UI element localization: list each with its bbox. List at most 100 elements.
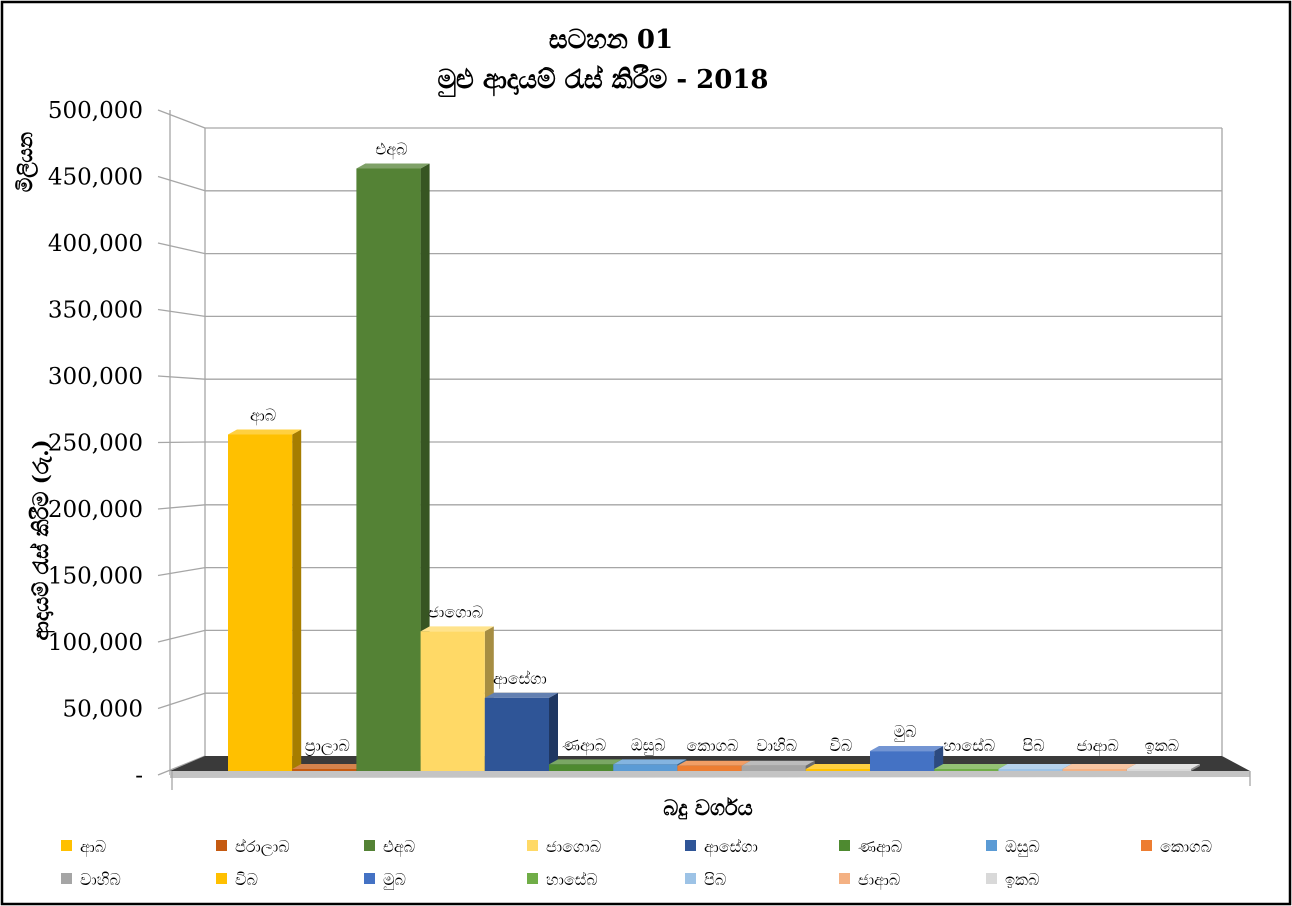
legend-item: ආබ <box>61 837 106 857</box>
legend-marker <box>61 840 72 851</box>
bar-12-top <box>934 764 1008 769</box>
bar-6-front <box>549 764 614 771</box>
legend-label: ජාගොබ <box>546 837 601 856</box>
bar-9-front <box>741 765 806 771</box>
bar-13 <box>998 764 1072 771</box>
legend-item: ඔසුබ <box>986 837 1040 857</box>
legend-label: ආසේගා <box>704 837 758 857</box>
y-axis-title: ආදායම් රැස් කිරීම (රු.) <box>28 439 55 640</box>
y-tick-label: 350,000 <box>48 298 143 324</box>
bar-11-front <box>870 751 935 771</box>
bar-5 <box>484 692 558 771</box>
legend-marker <box>216 873 227 884</box>
data-label: විබ <box>829 736 852 755</box>
side-wall-gridline <box>157 629 206 643</box>
data-label: වාහිබ <box>756 736 797 755</box>
bar-11-side <box>934 746 944 771</box>
legend-marker <box>839 840 850 851</box>
y-tick-label: 150,000 <box>48 564 143 590</box>
y-tick-label: 200,000 <box>48 497 143 523</box>
data-label: ඔසුබ <box>631 735 666 755</box>
floor-front <box>170 771 1250 778</box>
legend-item: ඉකබ <box>986 870 1039 889</box>
side-wall-gridline <box>157 375 206 380</box>
legend-marker <box>685 840 696 851</box>
bar-1 <box>228 429 302 771</box>
bar-1-top <box>228 429 302 435</box>
side-wall-gridline <box>157 308 206 318</box>
bar-3-side <box>420 163 430 771</box>
bar-11 <box>870 746 944 771</box>
data-label: එඅබ <box>375 140 407 160</box>
data-label: කොගබ <box>686 736 738 755</box>
bar-8-front <box>677 765 742 771</box>
y-tick-label: 50,000 <box>63 697 143 723</box>
y-tick-label: 300,000 <box>48 364 143 390</box>
side-wall-gridline <box>157 692 206 710</box>
data-label: ආබ <box>250 406 276 426</box>
legend-marker <box>61 873 72 884</box>
bar-10 <box>805 764 879 771</box>
bar-10-front <box>805 769 870 771</box>
legend-item: ජාආබ <box>839 870 900 890</box>
legend-marker <box>527 840 538 851</box>
legend-item: විබ <box>216 870 258 889</box>
bar-2 <box>292 764 366 771</box>
bar-3-front <box>356 168 421 771</box>
bar-1-side <box>292 429 302 771</box>
legend-item: ණආබ <box>839 837 902 857</box>
bar-5-front <box>484 697 549 771</box>
bar-9-top <box>741 760 815 766</box>
bar-7 <box>613 759 687 771</box>
side-wall-gridline <box>157 441 206 444</box>
side-wall-gridline <box>157 242 206 255</box>
legend-label: ආබ <box>80 837 106 857</box>
legend-marker <box>986 840 997 851</box>
data-label: ප්‍රාලාබ <box>305 736 350 756</box>
bar-12-front <box>934 769 999 771</box>
bar-1-front <box>228 434 293 771</box>
bar-5-top <box>484 692 558 698</box>
legend-item: කොගබ <box>1141 837 1212 856</box>
data-label: ජාආබ <box>1077 736 1119 756</box>
bar-4-front <box>420 631 485 771</box>
bar-7-front <box>613 764 678 771</box>
legend-marker <box>839 873 850 884</box>
bar-14-front <box>1062 769 1127 771</box>
data-label: ජාගොබ <box>428 602 483 621</box>
legend-label: වාහිබ <box>80 870 121 889</box>
bars <box>228 163 1200 771</box>
bar-15-front <box>1126 769 1191 771</box>
legend-label: කොගබ <box>1160 837 1212 856</box>
legend-label: ඉකබ <box>1005 870 1039 889</box>
data-label: ණආබ <box>562 735 606 755</box>
bar-6-top <box>549 759 623 765</box>
data-label: මුබ <box>894 722 917 742</box>
bar-4 <box>420 626 494 771</box>
legend-item: ජාගොබ <box>527 837 601 856</box>
legend-item: ආසේගා <box>685 837 758 857</box>
side-wall-gridline <box>157 175 206 192</box>
legend-item: හාසේබ <box>527 870 598 889</box>
data-label: හාසේබ <box>943 736 995 755</box>
bar-2-front <box>292 769 357 771</box>
bar-7-top <box>613 759 687 765</box>
legend-item: වාහිබ <box>61 870 121 889</box>
bar-8-top <box>677 760 751 766</box>
data-labels: ආබ ප්‍රාලාබ එඅබ ජාගොබ ආසේගා ණආබ ඔසුබ කොගබ වාහිබ ව… <box>250 140 1179 757</box>
side-wall-gridline <box>157 755 206 776</box>
y-tick-label: 500,000 <box>48 98 143 124</box>
legend-label: පිබ <box>704 870 726 889</box>
side-wall-gridline <box>157 109 206 129</box>
legend-marker <box>364 840 375 851</box>
chart-subtitle: මුළු ආදායම් රැස් කිරීම - 2018 <box>437 64 768 97</box>
bar-14-top <box>1062 764 1136 769</box>
y-tick-labels: 500,000 450,000 400,000 350,000 300,000 250,0… <box>48 98 143 789</box>
bar-15-top <box>1126 764 1200 769</box>
legend-label: ඔසුබ <box>1005 837 1040 857</box>
y-tick-label: - <box>135 763 143 789</box>
bar-4-top <box>420 626 494 632</box>
bar-3-top <box>356 163 430 169</box>
